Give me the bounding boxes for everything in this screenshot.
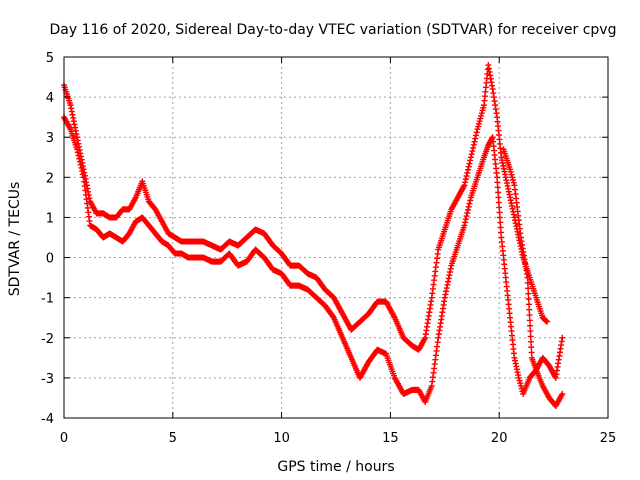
data-point	[462, 216, 469, 223]
data-point	[528, 349, 535, 356]
data-point	[461, 222, 468, 229]
data-point	[472, 132, 479, 139]
y-tick-label: 1	[46, 211, 54, 226]
data-point	[528, 344, 535, 351]
data-point	[494, 184, 501, 191]
x-tick-label: 25	[600, 431, 617, 446]
data-point	[77, 161, 84, 168]
y-tick-label: -4	[41, 412, 54, 427]
x-tick-label: 15	[382, 431, 399, 446]
y-tick-label: 4	[46, 91, 54, 106]
data-point	[74, 146, 81, 153]
chart-title: Day 116 of 2020, Sidereal Day-to-day VTE…	[50, 22, 617, 38]
data-point	[527, 333, 534, 340]
data-point	[527, 322, 534, 329]
data-point	[468, 151, 475, 158]
data-point	[494, 174, 501, 181]
data-point	[466, 160, 473, 167]
data-point	[524, 274, 531, 281]
data-point	[76, 155, 83, 162]
data-point	[527, 328, 534, 335]
data-point	[470, 141, 477, 148]
data-point	[524, 279, 531, 286]
data-point	[470, 144, 477, 151]
data-point	[462, 176, 469, 183]
data-point	[525, 290, 532, 297]
data-point	[467, 157, 474, 164]
data-point	[463, 213, 470, 220]
data-point	[75, 152, 82, 159]
data-point	[525, 296, 532, 303]
data-point	[495, 199, 502, 206]
data-point	[463, 172, 470, 179]
y-tick-label: -1	[41, 292, 54, 307]
plot-frame	[63, 56, 609, 419]
data-point	[462, 219, 469, 226]
y-axis-label: SDTVAR / TECUs	[7, 182, 23, 297]
y-tick-label: 0	[46, 252, 54, 267]
data-point	[526, 306, 533, 313]
ticks: 0 5 10 15 20 25 -4 -3 -2 -1 0 1 2 3 4 5	[41, 51, 616, 446]
data-point	[472, 135, 479, 142]
data-point	[494, 179, 501, 186]
x-tick-label: 5	[169, 431, 177, 446]
y-tick-label: -2	[41, 332, 54, 347]
data-point	[526, 317, 533, 324]
data-point	[465, 203, 472, 210]
data-point	[78, 164, 85, 171]
data-point	[462, 179, 469, 186]
data-point	[465, 166, 472, 173]
data-point	[466, 200, 473, 207]
data-point	[526, 312, 533, 319]
y-tick-label: 3	[46, 131, 54, 146]
data-point	[559, 334, 566, 341]
y-tick-label: 2	[46, 171, 54, 186]
grid	[64, 57, 608, 418]
data-point	[495, 189, 502, 196]
data-point	[525, 301, 532, 308]
data-point	[498, 229, 505, 236]
data-point	[527, 338, 534, 345]
data-point	[473, 129, 480, 136]
data-points	[61, 62, 566, 409]
data-point	[467, 197, 474, 204]
data-point	[559, 390, 566, 397]
data-point	[497, 219, 504, 226]
data-point	[76, 158, 83, 165]
data-point	[79, 171, 86, 178]
data-point	[467, 154, 474, 161]
data-point	[496, 209, 503, 216]
x-tick-label: 0	[60, 431, 68, 446]
data-point	[495, 194, 502, 201]
data-point	[465, 206, 472, 213]
data-point	[469, 148, 476, 155]
data-point	[465, 163, 472, 170]
data-point	[544, 318, 551, 325]
data-point	[496, 204, 503, 211]
data-point	[497, 224, 504, 231]
y-tick-label: -3	[41, 372, 54, 387]
data-point	[464, 169, 471, 176]
data-point	[74, 149, 81, 156]
data-point	[525, 285, 532, 292]
data-point	[471, 138, 478, 145]
data-point	[461, 182, 468, 189]
x-tick-label: 10	[273, 431, 290, 446]
x-tick-label: 20	[491, 431, 508, 446]
y-tick-label: 5	[46, 51, 54, 66]
x-axis-label: GPS time / hours	[277, 459, 394, 475]
data-point	[464, 209, 471, 216]
data-point	[79, 168, 86, 175]
data-point	[496, 214, 503, 221]
